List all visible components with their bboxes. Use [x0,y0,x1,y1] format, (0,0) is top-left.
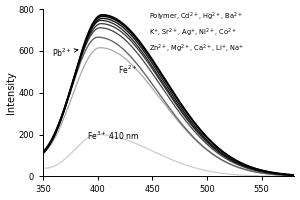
Text: Pb$^{2+}$: Pb$^{2+}$ [52,46,78,59]
Text: Fe$^{3+}$ 410 nm: Fe$^{3+}$ 410 nm [87,129,139,142]
Text: Polymer, Cd$^{2+}$, Hg$^{2+}$, Ba$^{2+}$
K$^{+}$, Sr$^{2+}$, Ag$^{+}$, Ni$^{2+}$: Polymer, Cd$^{2+}$, Hg$^{2+}$, Ba$^{2+}$… [149,11,244,55]
Y-axis label: Intensity: Intensity [6,71,16,114]
Text: Fe$^{2+}$: Fe$^{2+}$ [118,64,137,76]
